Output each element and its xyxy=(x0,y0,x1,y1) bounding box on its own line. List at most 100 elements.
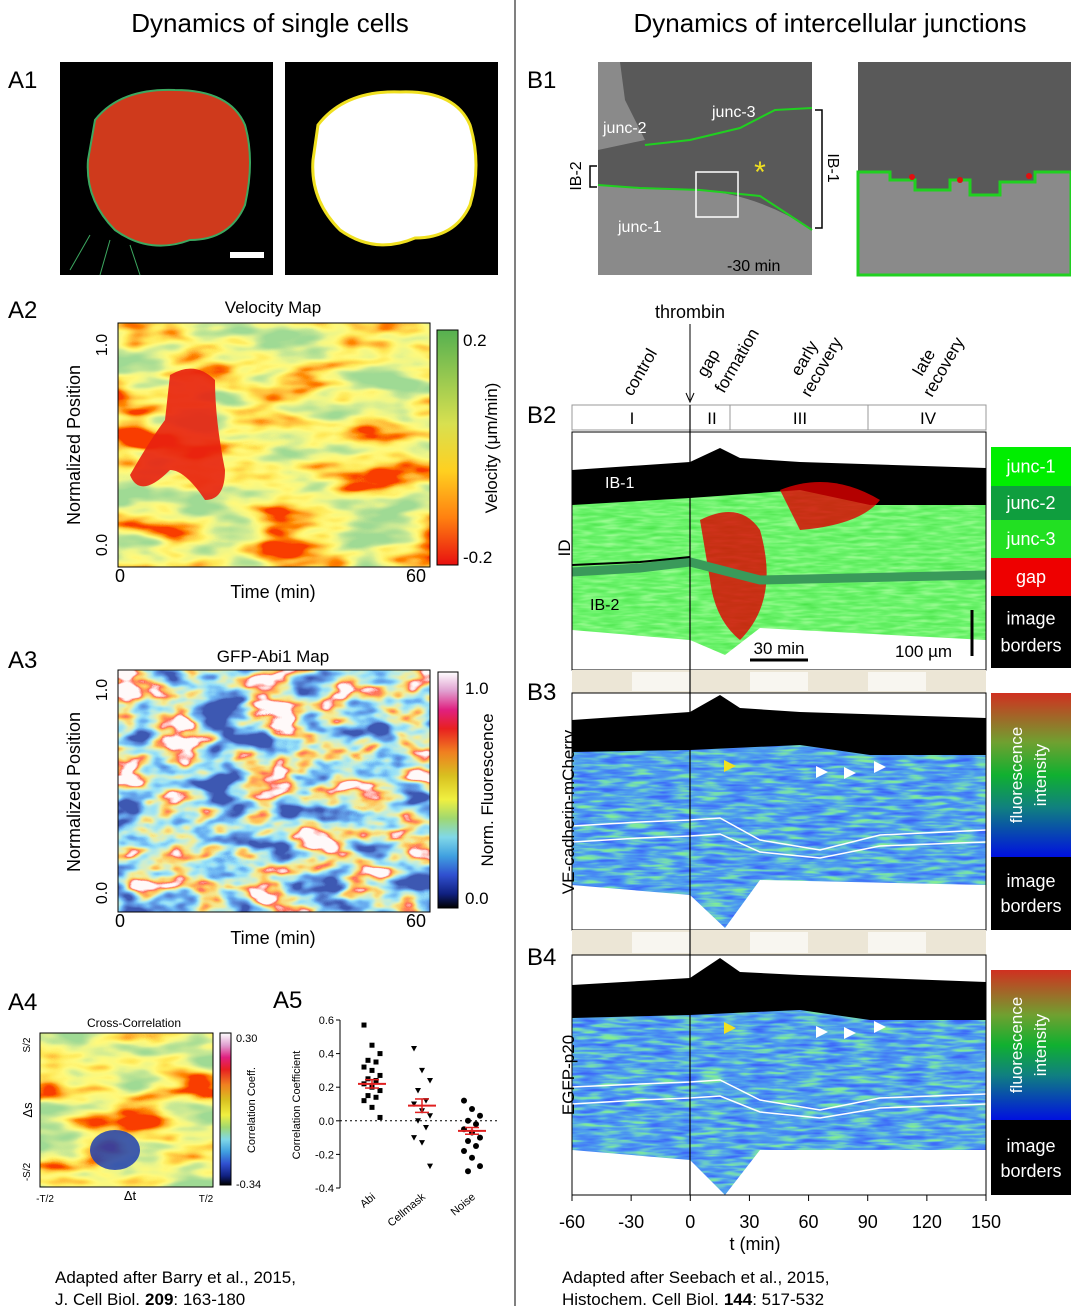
point xyxy=(427,1077,433,1084)
panel-label: A3 xyxy=(8,647,37,674)
legend-text: borders xyxy=(1000,636,1061,656)
junction-step xyxy=(856,170,1071,277)
citation: J. Cell Biol. 209: 163-180 xyxy=(55,1290,245,1306)
point xyxy=(473,1121,479,1128)
junction-label: junc-2 xyxy=(602,120,647,137)
image-border-band xyxy=(572,448,986,505)
gap-dot xyxy=(957,177,963,183)
ib-2-line xyxy=(571,556,691,566)
point xyxy=(477,1163,483,1170)
journal: Histochem. Cell Biol. xyxy=(562,1290,719,1306)
panel-label: B4 xyxy=(527,944,556,971)
column-title: Dynamics of intercellular junctions xyxy=(633,8,1026,38)
outline xyxy=(571,1095,987,1119)
legend-text: junc-1 xyxy=(1005,457,1055,477)
junction-label: junc-3 xyxy=(711,104,756,121)
arrowhead xyxy=(844,767,856,779)
arrowhead xyxy=(816,1026,828,1038)
junction-line xyxy=(644,107,813,146)
arrowhead xyxy=(874,1021,886,1033)
cell-filopodia xyxy=(69,234,141,276)
axis-label: Time (min) xyxy=(230,928,315,948)
scale-label: 30 min xyxy=(753,639,804,658)
axis-label: Time (min) xyxy=(230,582,315,602)
volume: 209 xyxy=(145,1290,173,1306)
axis-label: EGFP-p20 xyxy=(559,1035,578,1115)
x-tick-label: -30 xyxy=(618,1212,644,1232)
tick-label: 0 xyxy=(115,911,125,931)
point xyxy=(461,1097,467,1104)
legend-text: borders xyxy=(1000,1161,1061,1181)
point xyxy=(369,1042,375,1048)
legend-text: junc-3 xyxy=(1005,529,1055,549)
point xyxy=(419,1140,425,1146)
colorbar-label: 1.0 xyxy=(465,679,489,698)
tick-label: 60 xyxy=(406,566,426,586)
arrowhead xyxy=(874,761,886,773)
intensity-legend xyxy=(991,970,1071,1120)
panel-label: A2 xyxy=(8,297,37,324)
arrowhead xyxy=(844,1027,856,1039)
y-tick-label: -0.2 xyxy=(315,1149,334,1161)
point xyxy=(423,1125,429,1131)
legend-swatch xyxy=(991,558,1071,596)
junc-2-band xyxy=(571,557,987,585)
colorbar xyxy=(436,329,459,566)
legend-text: fluorescence xyxy=(1007,727,1026,823)
colorbar-title: Correlation Coeff. xyxy=(246,1067,258,1153)
bracket xyxy=(589,165,597,188)
point xyxy=(361,1064,367,1070)
cell-region xyxy=(598,185,812,275)
panel-label: B2 xyxy=(527,402,556,429)
citation-line: Adapted after Seebach et al., 2015, xyxy=(562,1268,829,1287)
point xyxy=(415,1088,421,1094)
point xyxy=(461,1148,467,1155)
legend-text: junc-2 xyxy=(1005,493,1055,513)
point xyxy=(411,1046,417,1052)
legend-text: intensity xyxy=(1031,1013,1050,1076)
point xyxy=(365,1076,371,1082)
event-label: thrombin xyxy=(655,302,725,322)
gap-dot xyxy=(1026,173,1032,179)
border-legend xyxy=(991,1120,1071,1195)
x-tick-label: 30 xyxy=(739,1212,759,1232)
p20-kymograph xyxy=(572,965,986,1195)
tick-label: S/2 xyxy=(22,1037,33,1052)
x-tick-label: 0 xyxy=(685,1212,695,1232)
tick-label: 60 xyxy=(406,911,426,931)
y-tick-label: -0.4 xyxy=(315,1183,334,1195)
point xyxy=(377,1072,383,1078)
tick-label: 0.0 xyxy=(94,882,111,904)
x-tick-label: -60 xyxy=(559,1212,585,1232)
x-tick-label: 120 xyxy=(912,1212,942,1232)
cell-mask xyxy=(311,90,478,247)
legend-text: image xyxy=(1006,1136,1055,1156)
point xyxy=(473,1143,479,1149)
panel-label: B3 xyxy=(527,679,556,706)
panel-label: B1 xyxy=(527,67,556,94)
column-title: Dynamics of single cells xyxy=(131,8,408,38)
panel-label: A5 xyxy=(273,987,302,1014)
colorbar xyxy=(219,1032,232,1186)
panel-label: A1 xyxy=(8,67,37,94)
point xyxy=(365,1057,371,1063)
point xyxy=(361,1022,367,1028)
border-label: IB-1 xyxy=(824,153,841,182)
arrowhead xyxy=(724,1022,736,1034)
citation: Histochem. Cell Biol. 144: 517-532 xyxy=(562,1290,824,1306)
y-tick-label: 0.6 xyxy=(319,1015,334,1027)
legend-text: borders xyxy=(1000,896,1061,916)
point xyxy=(419,1067,425,1074)
arrowhead xyxy=(816,766,828,778)
phase-bar xyxy=(571,404,987,431)
colorbar-title: Velocity (μm/min) xyxy=(482,383,501,514)
panel-frame xyxy=(571,954,987,1196)
tick-label: -S/2 xyxy=(22,1162,33,1181)
colorbar-label: -0.34 xyxy=(236,1179,261,1191)
x-tick-label: 90 xyxy=(858,1212,878,1232)
colorbar-title: Norm. Fluorescence xyxy=(478,713,497,866)
y-tick-label: 0.2 xyxy=(319,1082,334,1094)
legend-text: image xyxy=(1006,871,1055,891)
zoom-box xyxy=(695,171,739,218)
strip-cell xyxy=(632,672,690,691)
